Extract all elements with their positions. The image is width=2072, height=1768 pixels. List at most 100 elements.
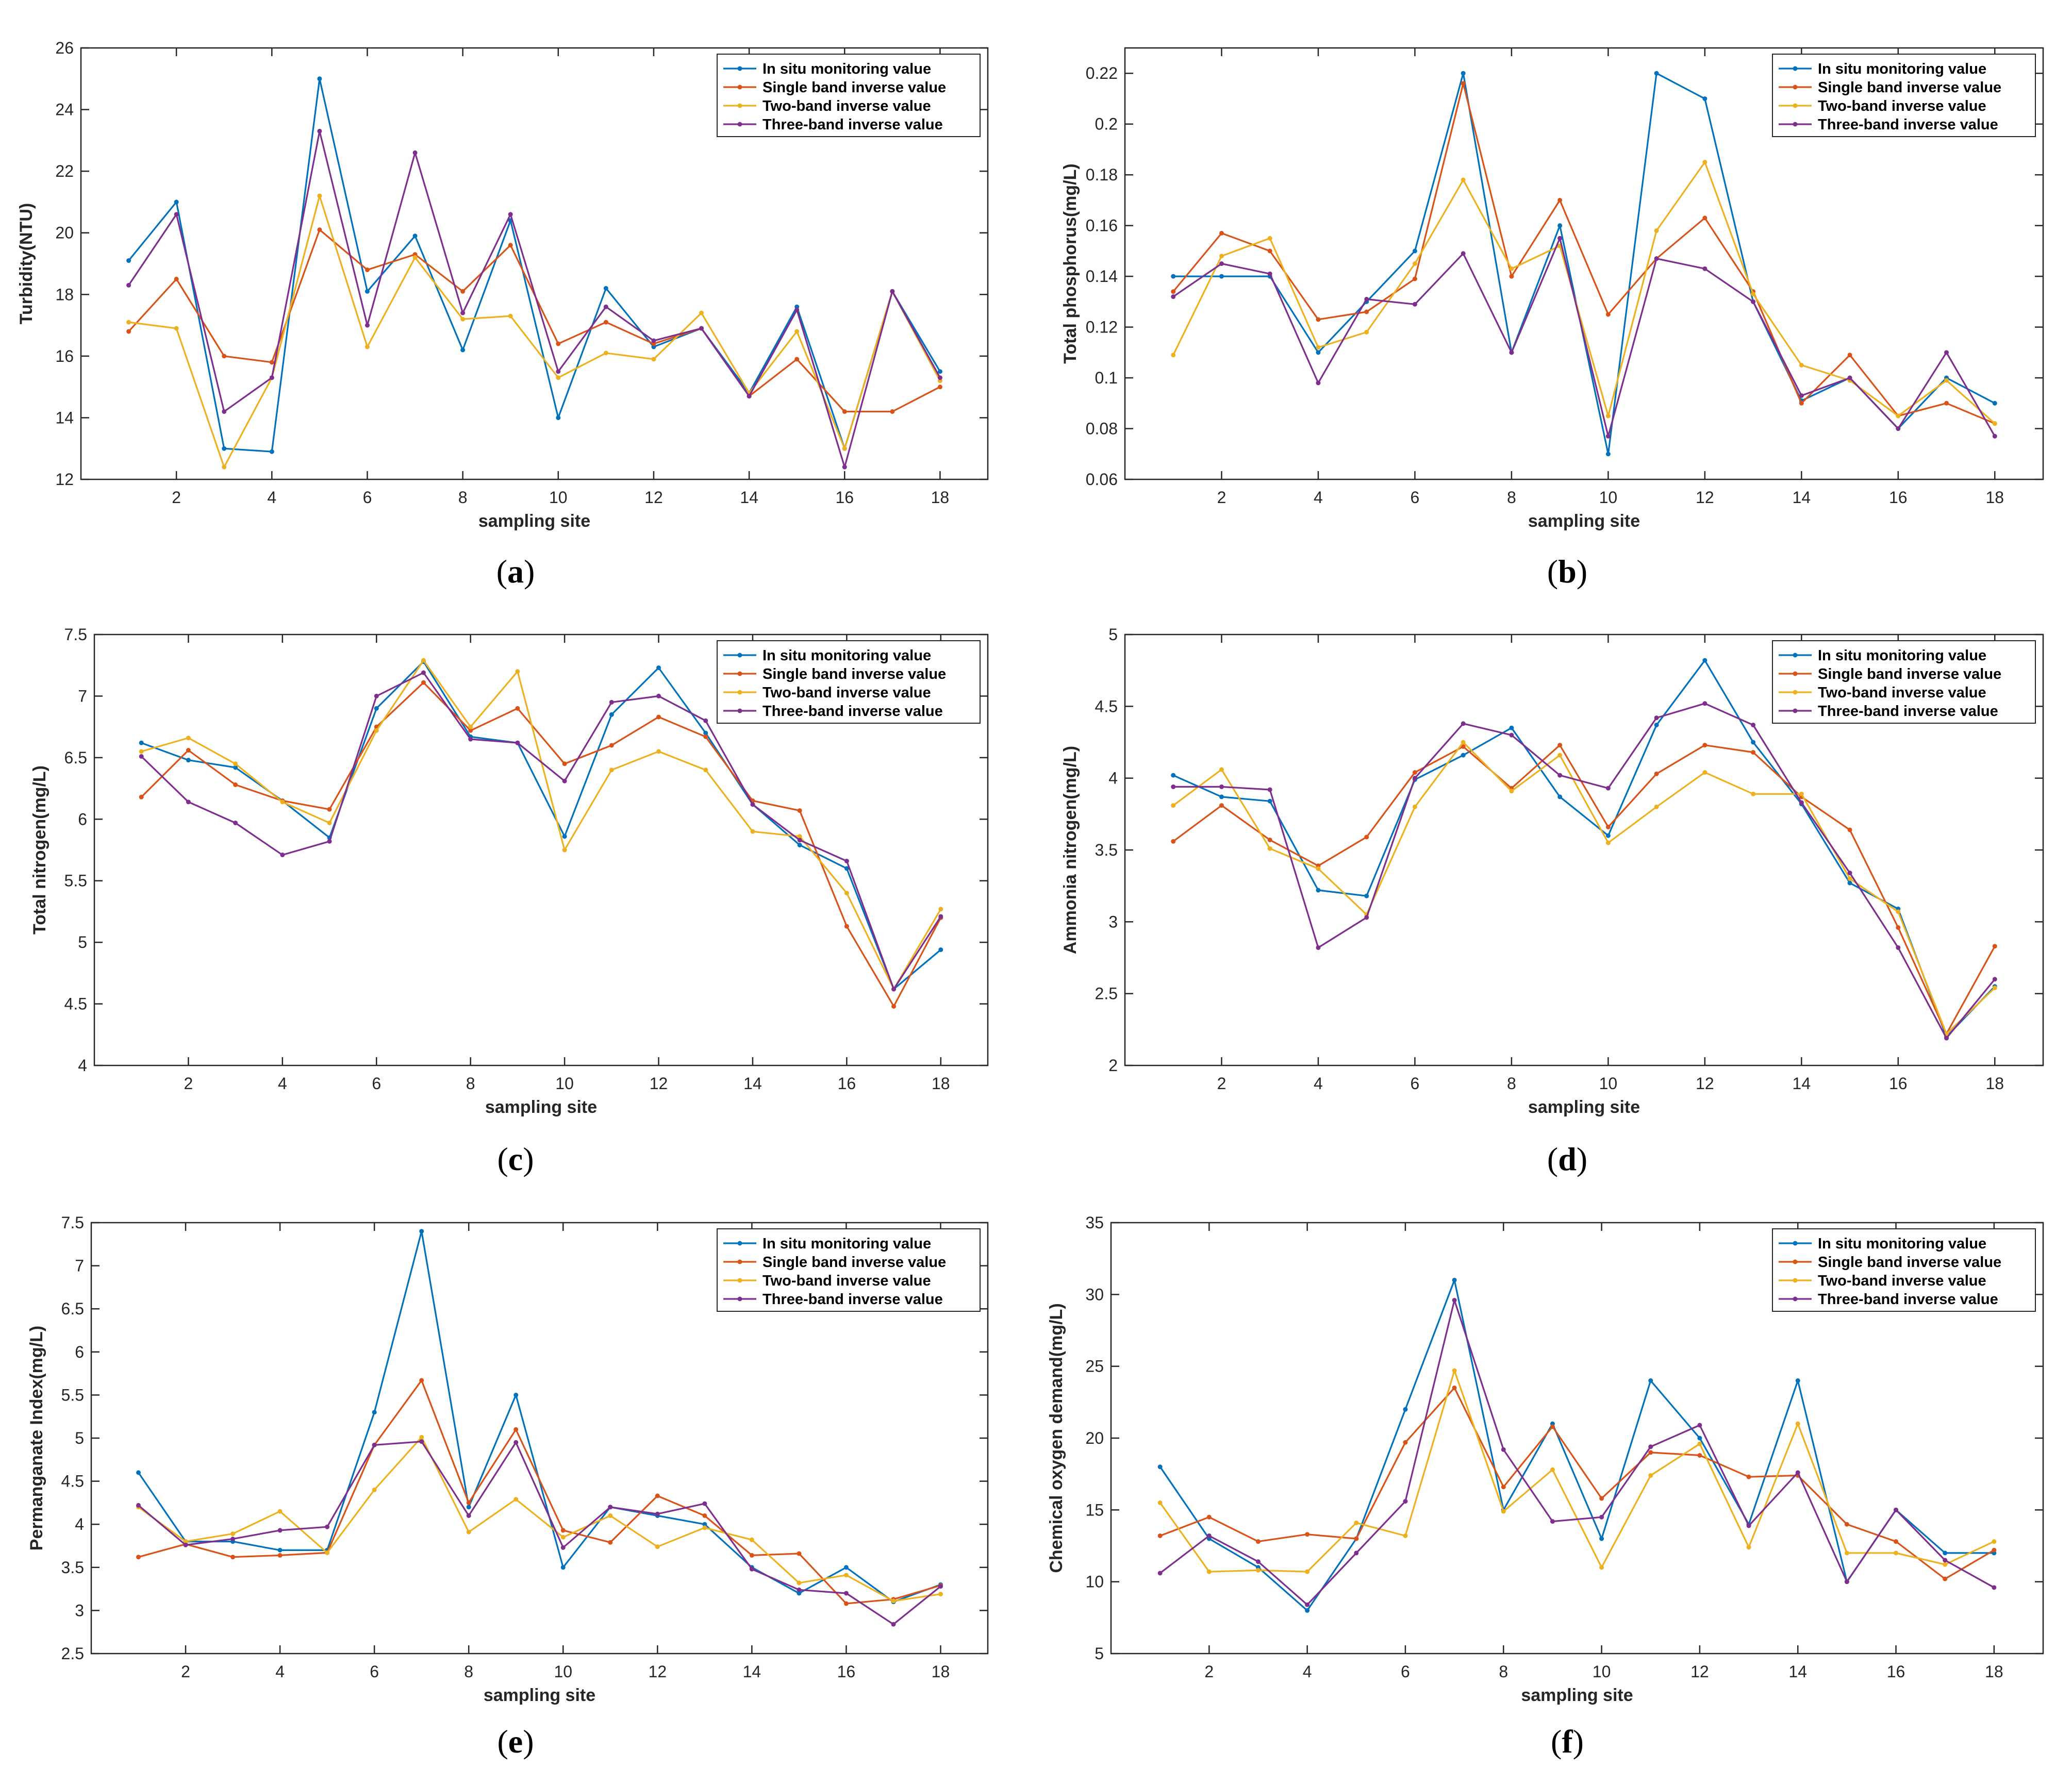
x-tick-label: 8 xyxy=(458,488,468,507)
data-point-three xyxy=(1255,1559,1261,1564)
data-point-two xyxy=(703,768,708,773)
data-point-three xyxy=(1702,701,1708,706)
data-point-single xyxy=(1844,1522,1849,1527)
x-tick-label: 10 xyxy=(1599,488,1618,507)
data-point-in_situ xyxy=(1654,723,1659,728)
y-tick-label: 5.5 xyxy=(61,1386,84,1404)
data-point-three xyxy=(1267,787,1272,792)
caption-paren-close: ) xyxy=(524,553,535,590)
legend-label: Three-band inverse value xyxy=(763,1291,943,1308)
data-point-two xyxy=(230,1531,236,1537)
data-point-three xyxy=(1412,302,1417,307)
x-tick-label: 6 xyxy=(1401,1662,1410,1681)
data-point-two xyxy=(1509,266,1514,271)
data-point-in_situ xyxy=(1461,71,1466,76)
data-point-three xyxy=(1219,784,1224,789)
legend-label: In situ monitoring value xyxy=(763,61,931,77)
y-tick-label: 0.18 xyxy=(1086,165,1118,184)
y-tick-label: 12 xyxy=(55,470,74,489)
series-line-three xyxy=(128,130,941,468)
data-point-in_situ xyxy=(364,289,370,294)
x-tick-label: 4 xyxy=(1314,488,1323,507)
x-tick-label: 18 xyxy=(932,1662,950,1681)
data-point-single xyxy=(1746,1474,1751,1479)
data-point-three xyxy=(1557,236,1563,241)
y-tick-label: 25 xyxy=(1085,1357,1104,1376)
data-point-two xyxy=(421,658,426,663)
legend-box xyxy=(717,54,981,137)
data-point-two xyxy=(1795,1421,1800,1426)
data-point-two xyxy=(222,464,227,470)
data-point-three xyxy=(562,778,567,783)
data-point-single xyxy=(1702,743,1708,748)
data-point-single xyxy=(269,360,274,365)
data-point-single xyxy=(562,761,567,766)
data-point-in_situ xyxy=(513,1392,519,1397)
data-point-in_situ xyxy=(1171,773,1176,778)
data-point-three xyxy=(1654,256,1659,261)
panel-caption: (e) xyxy=(497,1723,534,1760)
data-point-in_situ xyxy=(1992,401,1997,406)
data-point-three xyxy=(233,820,238,825)
data-point-two xyxy=(842,446,847,451)
data-point-three xyxy=(843,1591,849,1596)
data-point-three xyxy=(656,693,661,698)
y-tick-label: 7.5 xyxy=(61,1213,84,1232)
legend: In situ monitoring value Single band inve… xyxy=(1772,54,2036,137)
data-point-two xyxy=(1654,228,1659,233)
chart-panel-f: 2 4 6 8 10 12 14 16 18 5 10 15 20 25 30 35 sampling site… xyxy=(1047,1213,2044,1760)
data-point-in_situ xyxy=(1751,740,1756,745)
x-tick-label: 10 xyxy=(555,1074,574,1093)
data-point-in_situ xyxy=(1452,1277,1457,1282)
caption-paren-open: ( xyxy=(496,553,507,590)
y-tick-label: 2.5 xyxy=(61,1644,84,1663)
legend-label: Two-band inverse value xyxy=(1818,98,1986,114)
data-point-in_situ xyxy=(186,758,191,763)
data-point-two xyxy=(656,749,661,754)
data-point-in_situ xyxy=(136,1470,141,1475)
y-tick-label: 6 xyxy=(75,1343,84,1361)
data-point-single xyxy=(749,1553,754,1558)
y-tick-label: 3.5 xyxy=(61,1558,84,1577)
data-point-two xyxy=(797,1580,802,1586)
data-point-two xyxy=(1364,329,1369,335)
legend-label: Two-band inverse value xyxy=(763,685,931,701)
data-point-two xyxy=(508,313,513,319)
y-tick-label: 3.5 xyxy=(1095,841,1118,859)
data-point-three xyxy=(1944,350,1949,355)
data-point-two xyxy=(655,1544,660,1549)
y-tick-label: 4.5 xyxy=(64,995,87,1013)
data-point-three xyxy=(938,914,943,919)
x-tick-label: 14 xyxy=(1793,488,1811,507)
data-point-three xyxy=(749,1566,754,1572)
chart-panel-e: 2 4 6 8 10 12 14 16 18 2.5 3 3.5 4 4.5 5 5.5 6 6.5 7 7.5 sam… xyxy=(27,1213,989,1760)
data-point-three xyxy=(1452,1297,1457,1303)
data-point-three xyxy=(1751,299,1756,304)
legend-label: Two-band inverse value xyxy=(1818,685,1986,701)
legend-box xyxy=(717,1228,981,1312)
data-point-two xyxy=(1896,909,1901,914)
legend-label: In situ monitoring value xyxy=(1818,1236,1986,1252)
data-point-in_situ xyxy=(560,1565,566,1570)
data-point-three xyxy=(937,375,942,380)
caption-letter: d xyxy=(1558,1141,1577,1177)
data-point-in_situ xyxy=(702,1522,707,1527)
data-point-two xyxy=(1509,789,1514,794)
data-point-single xyxy=(139,794,144,799)
data-point-three xyxy=(797,838,802,843)
data-point-two xyxy=(186,736,191,741)
data-point-three xyxy=(327,839,332,844)
legend-marker-three xyxy=(737,708,742,713)
data-point-single xyxy=(1557,743,1563,748)
data-point-in_situ xyxy=(937,369,942,374)
data-point-two xyxy=(1992,1539,1997,1544)
data-point-single xyxy=(1461,81,1466,86)
data-point-three xyxy=(609,699,614,705)
y-tick-label: 3 xyxy=(75,1601,84,1620)
data-point-two xyxy=(126,320,131,325)
data-point-single xyxy=(1354,1536,1359,1541)
data-point-three xyxy=(136,1503,141,1508)
x-tick-label: 18 xyxy=(931,488,950,507)
data-point-single xyxy=(136,1555,141,1560)
data-point-in_situ xyxy=(1943,1550,1948,1556)
